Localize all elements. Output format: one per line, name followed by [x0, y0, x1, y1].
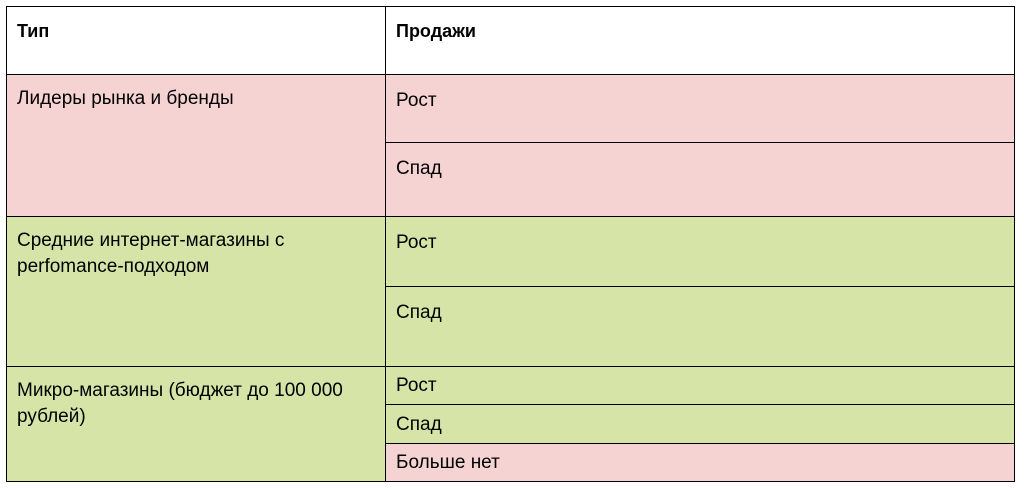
table-row: Спад — [7, 286, 1015, 367]
sales-cell: Спад — [385, 142, 1015, 217]
type-cell-micro-stores: Микро-магазины (бюджет до 100 000 рублей… — [6, 366, 386, 482]
sales-cell: Спад — [385, 286, 1015, 367]
sales-cell: Рост — [385, 216, 1015, 287]
sales-cell: Больше нет — [385, 443, 1015, 482]
table-row: Спад — [7, 142, 1015, 217]
sales-cell: Рост — [385, 74, 1015, 143]
header-sales: Продажи — [385, 6, 1015, 75]
sales-cell: Спад — [385, 404, 1015, 444]
sales-cell: Рост — [385, 366, 1015, 405]
table-header-row: Тип Продажи — [6, 6, 1015, 75]
table-row: Больше нет — [7, 443, 1015, 482]
table-row: Микро-магазины (бюджет до 100 000 рублей… — [6, 366, 1015, 482]
header-type: Тип — [6, 6, 386, 75]
sales-table: Тип Продажи Лидеры рынка и бренды Рост С… — [6, 6, 1015, 482]
type-cell-market-leaders: Лидеры рынка и бренды — [6, 74, 386, 217]
table-row: Лидеры рынка и бренды Рост — [6, 74, 1015, 217]
type-cell-medium-stores: Средние интернет-магазины с perfomance-п… — [6, 216, 386, 367]
table-row: Средние интернет-магазины с perfomance-п… — [6, 216, 1015, 367]
